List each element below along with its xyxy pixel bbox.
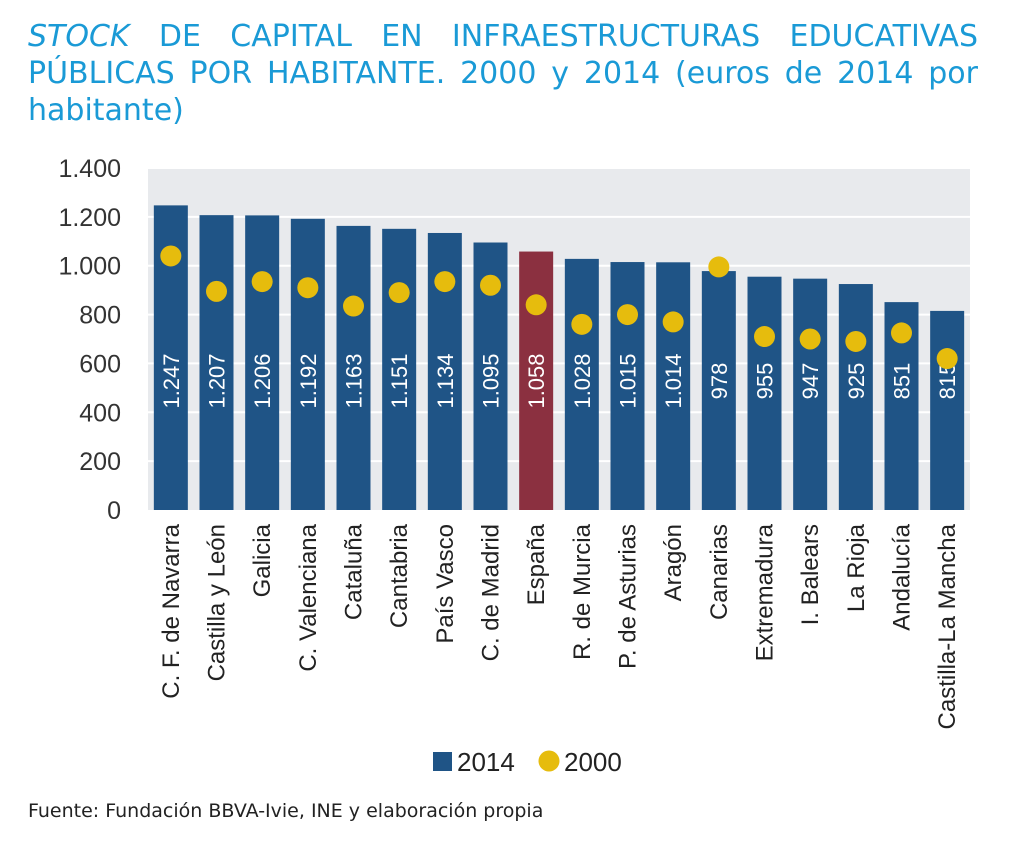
- x-tick-label: Cataluña: [341, 523, 368, 620]
- x-tick-label: R. de Murcia: [569, 523, 596, 660]
- x-tick-label: Aragón: [660, 524, 687, 601]
- bar-2014: [564, 258, 599, 510]
- dot-2000: [343, 295, 364, 317]
- x-tick-label: Canarias: [706, 524, 733, 620]
- legend-label-2000: 2000: [564, 747, 622, 777]
- x-tick-label: Extremadura: [752, 523, 779, 661]
- bar-value-label: 1.206: [250, 353, 275, 408]
- x-tick-label: Castilla y León: [204, 524, 231, 681]
- gridlines: [148, 167, 970, 463]
- plot-background: [148, 168, 970, 510]
- dot-2000: [708, 256, 730, 278]
- x-tick-label: C. Valenciana: [295, 523, 322, 671]
- bar-value-label: 947: [798, 363, 823, 400]
- x-tick-label: Castilla-La Mancha: [934, 523, 961, 729]
- bar-value-label: 1.134: [433, 353, 458, 408]
- x-tick-label: C. de Madrid: [478, 524, 505, 661]
- y-tick-label: 0: [107, 497, 121, 525]
- legend-label-2014: 2014: [457, 747, 515, 777]
- x-tick-label: I. Balears: [797, 524, 824, 625]
- dot-2000: [434, 271, 456, 293]
- title-text: DE CAPITAL EN INFRAESTRUCTURAS EDUCATIVA…: [28, 19, 978, 128]
- dot-2000: [799, 328, 821, 350]
- bar-value-label: 851: [890, 363, 915, 400]
- bar-2014: [610, 262, 645, 510]
- y-tick-label: 1.000: [58, 253, 121, 281]
- bar-value-label: 1.095: [479, 353, 504, 408]
- title-italic-word: STOCK: [28, 19, 130, 54]
- bar-2014: [245, 215, 280, 511]
- bar-value-label: 1.028: [570, 353, 595, 408]
- y-tick-label: 400: [79, 399, 121, 427]
- y-tick-label: 1.200: [58, 204, 121, 232]
- x-tick-label: País Vasco: [432, 524, 459, 644]
- legend-swatch-2000: [538, 750, 560, 772]
- bar-value-label: 1.151: [387, 353, 412, 408]
- dot-2000: [525, 294, 547, 316]
- chart-title: STOCK DE CAPITAL EN INFRAESTRUCTURAS EDU…: [28, 18, 978, 129]
- bar-value-label: 1.014: [661, 353, 686, 408]
- dot-2000: [251, 271, 273, 293]
- bar-value-label: 925: [844, 363, 869, 400]
- bar-value-label: 1.058: [524, 353, 549, 408]
- x-tick-label: Cantabria: [386, 523, 413, 628]
- x-tick-label: La Rioja: [843, 523, 870, 612]
- x-axis: C. F. de Navarra Castilla y León Galicia C.…: [158, 523, 961, 729]
- bar-value-label: 1.192: [296, 353, 321, 408]
- dot-2000: [206, 280, 227, 302]
- dot-2000: [617, 304, 638, 326]
- dots-2000: [160, 245, 958, 370]
- bar-2014: [656, 262, 691, 510]
- dot-2000: [754, 326, 775, 348]
- x-tick-label: Galicia: [249, 523, 276, 597]
- bar-value-label: 955: [753, 363, 778, 400]
- bar-2014: [336, 225, 371, 510]
- bar-2014: [199, 215, 234, 510]
- bar-chart: 0 200 400 600 800 1.000 1.200 1.400 1.247 1.207 1…: [58, 155, 970, 777]
- dot-2000: [480, 274, 501, 296]
- y-tick-label: 1.400: [58, 155, 121, 183]
- bar-value-label: 1.247: [159, 353, 184, 408]
- x-tick-label: C. F. de Navarra: [158, 523, 185, 698]
- x-tick-label: P. de Asturias: [615, 524, 642, 669]
- dot-2000: [845, 330, 867, 352]
- bar-value-label: 978: [707, 363, 732, 400]
- y-tick-label: 200: [79, 448, 121, 476]
- dot-2000: [160, 245, 182, 267]
- bar-2014: [793, 278, 828, 510]
- y-tick-label: 600: [79, 350, 121, 378]
- y-axis: 0 200 400 600 800 1.000 1.200 1.400: [58, 155, 121, 525]
- dot-2000: [388, 282, 410, 304]
- bar-2014: [290, 218, 325, 510]
- bar-2014: [930, 310, 965, 510]
- dot-2000: [662, 311, 684, 333]
- bar-2014: [747, 276, 782, 510]
- bar-2014: [838, 284, 873, 510]
- x-tick-label: España: [523, 523, 550, 605]
- legend-swatch-2014: [433, 752, 452, 771]
- bar-2014: [382, 228, 417, 510]
- bar-value-label: 1.015: [616, 353, 641, 408]
- dot-2000: [936, 348, 958, 370]
- dot-2000: [891, 322, 912, 344]
- dot-2000: [571, 313, 593, 335]
- dot-2000: [297, 277, 319, 299]
- source-note: Fuente: Fundación BBVA-Ivie, INE y elabo…: [28, 800, 544, 822]
- bar-value-label: 1.163: [342, 353, 367, 408]
- bar-2014: [701, 271, 736, 510]
- x-tick-label: Andalucía: [889, 523, 916, 630]
- bar-value-label: 1.207: [205, 353, 230, 408]
- y-tick-label: 800: [79, 302, 121, 330]
- legend: 2014 2000: [433, 747, 622, 777]
